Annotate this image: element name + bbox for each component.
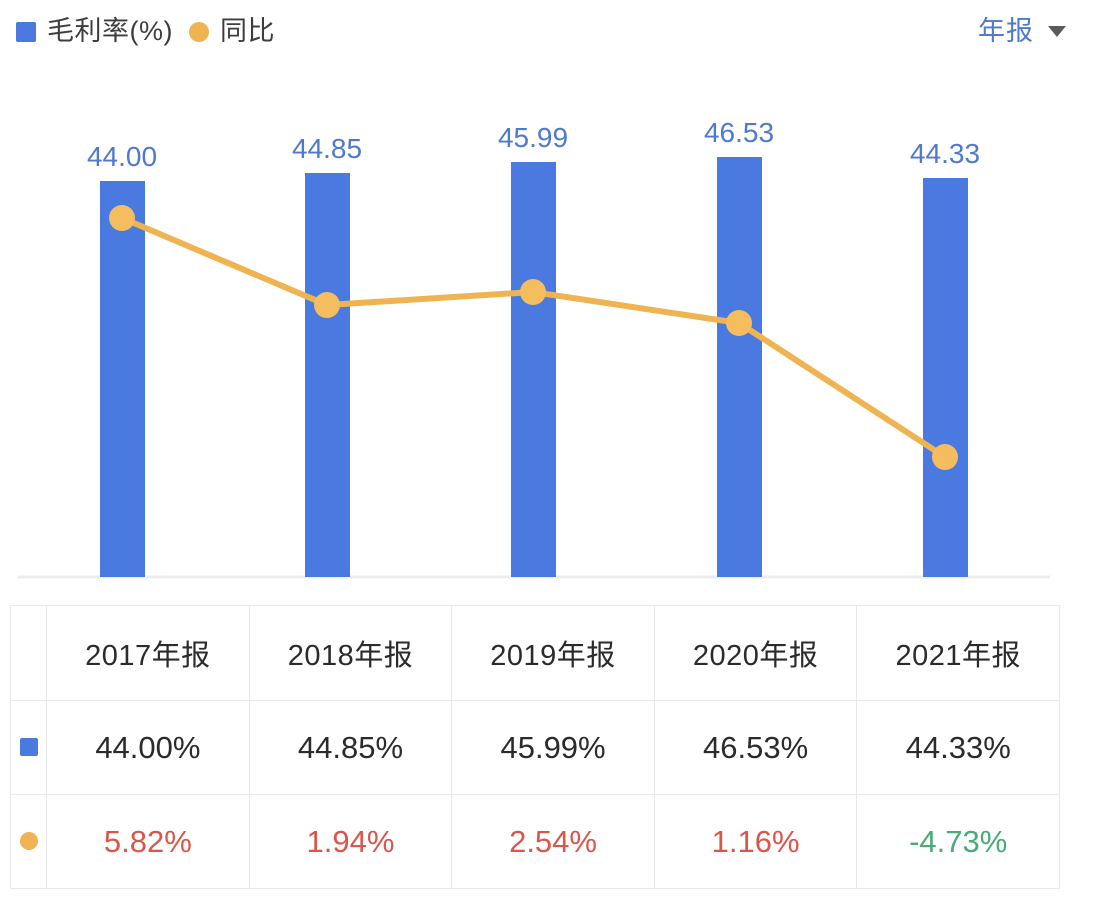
- circle-swatch-icon: [19, 832, 38, 851]
- cell-yoy-2020: 1.16%: [653, 794, 858, 889]
- combo-chart: 44.00 44.85 45.99 46.53 44.33: [18, 117, 1050, 579]
- line-series-yoy: [109, 205, 958, 470]
- bar-series-gross-margin: [100, 157, 968, 577]
- cell-yoy-2021: -4.73%: [856, 794, 1060, 889]
- legend-item-label: 毛利率(%): [47, 16, 173, 46]
- yoy-point-2020[interactable]: [726, 310, 752, 336]
- cell-yoy-2019: 2.54%: [451, 794, 655, 889]
- yoy-point-2021[interactable]: [932, 444, 958, 470]
- row-marker-gross-margin: [9, 700, 48, 795]
- cell-yoy-2018: 1.94%: [248, 794, 453, 889]
- legend-item-yoy[interactable]: 同比: [189, 18, 275, 45]
- square-swatch-icon: [16, 21, 36, 42]
- cell-gross-margin-2017: 44.00%: [46, 700, 250, 795]
- square-swatch-icon: [19, 738, 38, 757]
- bar-label-2019: 45.99: [498, 122, 568, 153]
- cell-gross-margin-2021: 44.33%: [856, 700, 1060, 795]
- row-marker-yoy: [9, 794, 48, 889]
- chart-header: 毛利率(%) 同比 年报: [0, 0, 1096, 78]
- bar-2018[interactable]: [305, 173, 350, 577]
- bar-2021[interactable]: [923, 178, 968, 577]
- period-dropdown[interactable]: 年报: [978, 18, 1066, 45]
- bar-2019[interactable]: [511, 162, 556, 577]
- table-row: 44.00% 44.85% 45.99% 46.53% 44.33%: [9, 700, 1060, 795]
- cell-gross-margin-2019: 45.99%: [451, 700, 655, 795]
- chevron-down-icon: [1048, 26, 1066, 37]
- cell-gross-margin-2018: 44.85%: [248, 700, 453, 795]
- table-header-2020: 2020年报: [653, 605, 858, 701]
- bar-label-2021: 44.33: [910, 138, 980, 169]
- cell-yoy-2017: 5.82%: [46, 794, 250, 889]
- bar-label-2017: 44.00: [87, 141, 157, 172]
- circle-swatch-icon: [189, 21, 209, 42]
- yoy-point-2017[interactable]: [109, 205, 135, 231]
- bar-label-2020: 46.53: [704, 117, 774, 148]
- legend-item-gross-margin[interactable]: 毛利率(%): [16, 18, 173, 45]
- table-header-2018: 2018年报: [248, 605, 453, 701]
- data-table: 2017年报 2018年报 2019年报 2020年报 2021年报 44.00…: [9, 605, 1060, 889]
- chart-legend: 毛利率(%) 同比: [16, 18, 275, 45]
- yoy-point-2019[interactable]: [520, 279, 546, 305]
- table-header-row: 2017年报 2018年报 2019年报 2020年报 2021年报: [9, 605, 1060, 701]
- yoy-point-2018[interactable]: [314, 292, 340, 318]
- table-header-2021: 2021年报: [856, 605, 1060, 701]
- data-table-container: 2017年报 2018年报 2019年报 2020年报 2021年报 44.00…: [9, 605, 1060, 889]
- bar-value-labels: 44.00 44.85 45.99 46.53 44.33: [87, 117, 980, 172]
- table-header-corner: [9, 605, 48, 701]
- table-header-2019: 2019年报: [451, 605, 655, 701]
- table-header-2017: 2017年报: [46, 605, 250, 701]
- table-row: 5.82% 1.94% 2.54% 1.16% -4.73%: [9, 794, 1060, 889]
- bar-label-2018: 44.85: [292, 133, 362, 164]
- bar-2020[interactable]: [717, 157, 762, 577]
- bar-2017[interactable]: [100, 181, 145, 577]
- cell-gross-margin-2020: 46.53%: [653, 700, 858, 795]
- legend-item-label: 同比: [220, 16, 275, 46]
- chart-plot-area: 44.00 44.85 45.99 46.53 44.33: [0, 78, 1096, 595]
- period-dropdown-value: 年报: [978, 16, 1034, 46]
